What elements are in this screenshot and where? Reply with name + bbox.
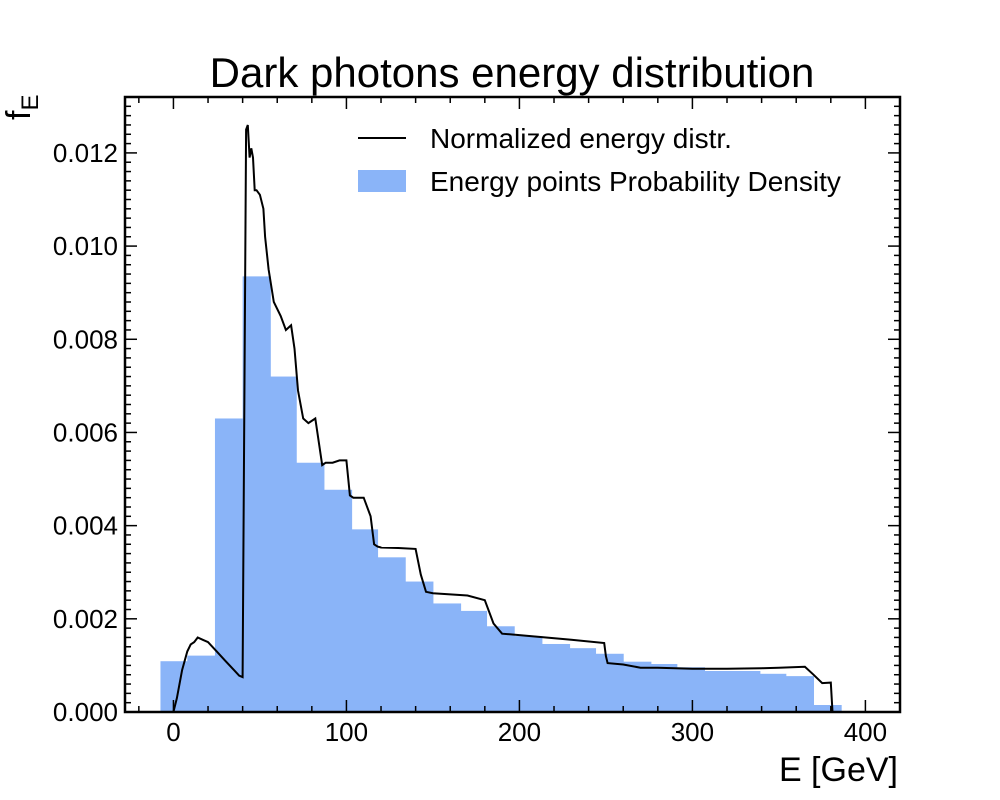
histogram-bar (242, 276, 271, 712)
x-tick-label: 100 (325, 717, 368, 747)
histogram-bars (160, 276, 842, 712)
histogram-bar (569, 648, 597, 712)
histogram-bar (460, 610, 488, 712)
y-tick-label: 0.002 (53, 604, 118, 634)
chart-title: Dark photons energy distribution (210, 49, 815, 96)
x-tick-label: 300 (671, 717, 714, 747)
legend-line-label: Normalized energy distr. (430, 123, 732, 154)
y-tick-label: 0.012 (53, 138, 118, 168)
histogram-bar (270, 376, 297, 712)
histogram-bar (377, 557, 406, 712)
y-axis-label-subscript: E (17, 95, 44, 111)
legend-histogram-label: Energy points Probability Density (430, 166, 841, 197)
histogram-bar (676, 667, 706, 712)
histogram-bar (214, 418, 244, 712)
histogram-bar (514, 636, 543, 712)
histogram-bar (732, 671, 761, 712)
histogram-bar (323, 489, 353, 712)
x-axis-label: E [GeV] (779, 751, 898, 789)
y-tick-label: 0.000 (53, 697, 118, 727)
histogram-bar (187, 655, 216, 712)
y-axis-label: fE (0, 95, 44, 120)
legend: Normalized energy distr. Energy points P… (358, 123, 841, 197)
histogram-bar (704, 671, 733, 712)
legend-histogram-swatch (358, 170, 406, 192)
histogram-bar (405, 581, 434, 712)
plot-frame (123, 95, 902, 714)
x-tick-label: 200 (498, 717, 541, 747)
y-tick-label: 0.006 (53, 417, 118, 447)
histogram-bar (541, 643, 571, 712)
y-axis-label-main: f (0, 110, 38, 120)
histogram-bar (296, 462, 325, 712)
histogram-bar (623, 661, 652, 712)
histogram-bar (785, 676, 815, 712)
histogram-bar (432, 603, 462, 712)
y-tick-label: 0.010 (53, 231, 118, 261)
x-tick-label: 0 (166, 717, 180, 747)
y-tick-label: 0.004 (53, 511, 118, 541)
x-tick-label: 400 (844, 717, 887, 747)
histogram-bar (486, 626, 515, 712)
histogram-bar (759, 673, 787, 712)
y-tick-label: 0.008 (53, 324, 118, 354)
histogram-bar (650, 664, 678, 712)
histogram-bar (351, 529, 379, 712)
histogram-bar (813, 705, 842, 712)
tick-labels: 0 100 200 300 400 0.000 0.002 0.004 0.006 0.008 0.… (53, 138, 887, 747)
normalized-energy-line (172, 124, 834, 713)
